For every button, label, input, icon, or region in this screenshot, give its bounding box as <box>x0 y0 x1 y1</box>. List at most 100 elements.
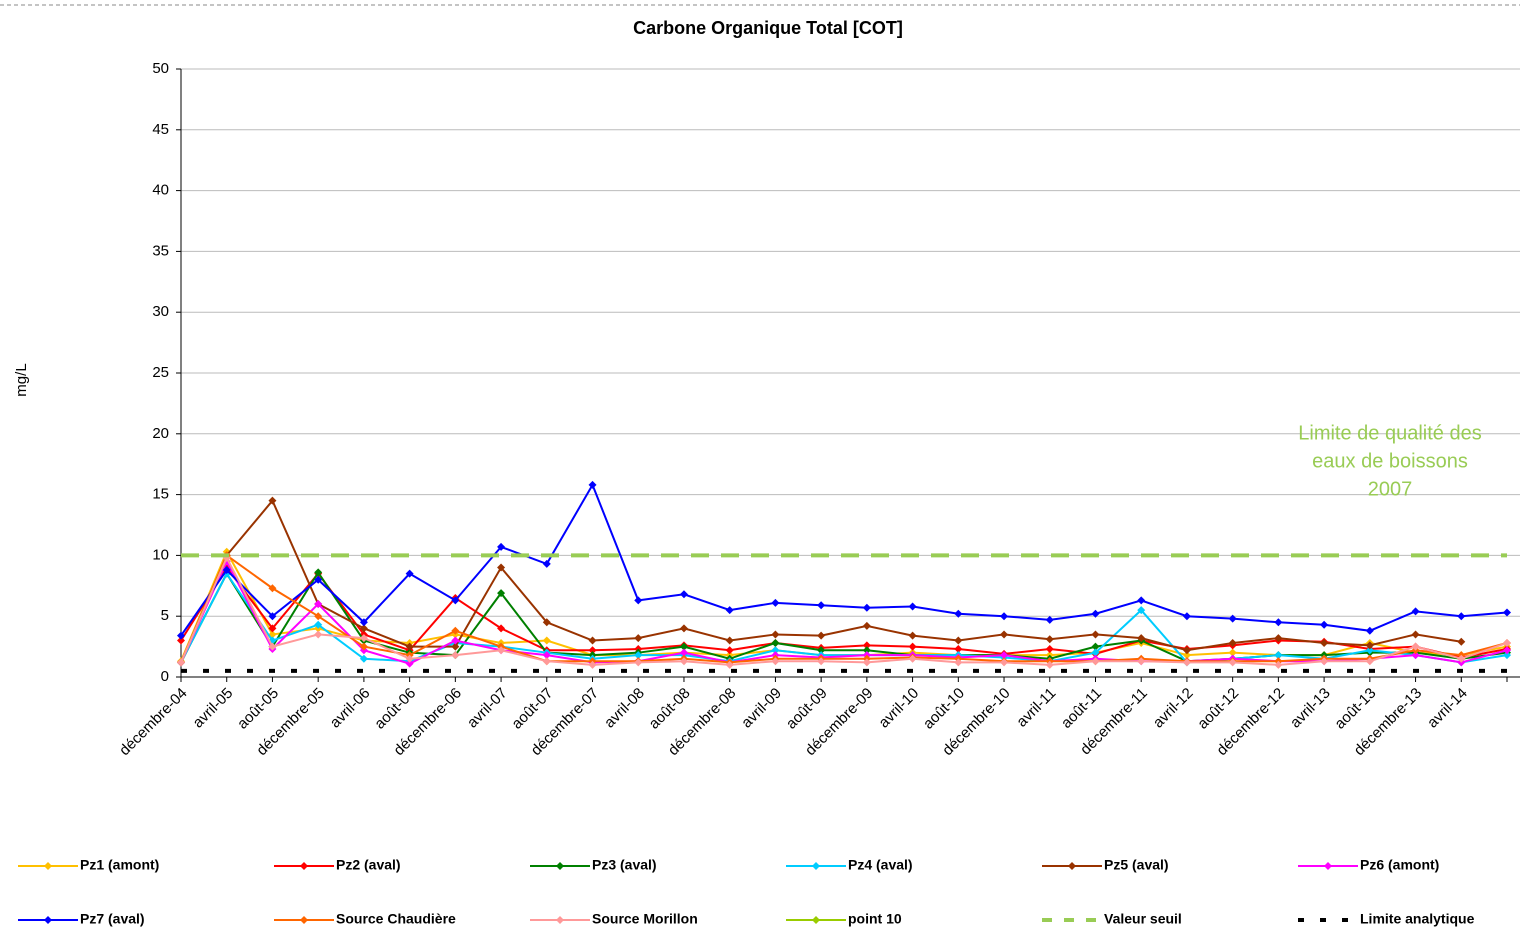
series-marker <box>451 636 460 645</box>
series-marker <box>1091 648 1100 657</box>
series-marker <box>405 654 414 663</box>
series-marker <box>1411 642 1420 651</box>
series-marker <box>725 636 734 645</box>
legend-marker <box>44 862 52 870</box>
series-marker <box>314 612 323 621</box>
chart-title: Carbone Organique Total [COT] <box>633 18 903 38</box>
series-marker <box>1365 646 1374 655</box>
x-tick-label: avril-12 <box>1150 685 1197 732</box>
series-marker <box>1320 620 1329 629</box>
y-tick-label: 20 <box>152 425 169 442</box>
series-marker <box>1045 645 1054 654</box>
x-tick-label: avril-08 <box>601 685 648 732</box>
series-marker <box>862 603 871 612</box>
series-marker <box>1457 612 1466 621</box>
series-line <box>180 555 1508 666</box>
series-marker <box>268 584 277 593</box>
series-marker <box>862 641 871 650</box>
series-marker <box>679 642 688 651</box>
series-marker <box>268 642 277 651</box>
legend-label: Pz5 (aval) <box>1104 857 1169 873</box>
series-marker <box>542 651 551 660</box>
series-marker <box>1182 658 1191 667</box>
series-marker <box>1137 596 1146 605</box>
series-marker <box>771 598 780 607</box>
series-marker <box>451 651 460 660</box>
series-marker <box>954 658 963 667</box>
series-marker <box>1411 651 1420 660</box>
series-marker <box>268 612 277 621</box>
series-marker <box>1091 642 1100 651</box>
series-marker <box>817 601 826 610</box>
series-marker <box>359 642 368 651</box>
series-marker <box>359 624 368 633</box>
series-marker <box>1365 626 1374 635</box>
series-marker <box>542 618 551 627</box>
series-marker <box>1274 618 1283 627</box>
series-marker <box>1503 638 1511 647</box>
series-marker <box>1137 606 1146 615</box>
series-marker <box>268 624 277 633</box>
y-tick-label: 50 <box>152 60 169 77</box>
series-marker <box>1045 635 1054 644</box>
x-tick-label: avril-14 <box>1424 685 1471 732</box>
series-marker <box>314 575 323 584</box>
series-marker <box>497 624 506 633</box>
y-tick-label: 30 <box>152 303 169 320</box>
series-marker <box>1228 658 1237 667</box>
series-marker <box>771 638 780 647</box>
legend-label: Pz1 (amont) <box>80 857 159 873</box>
legend-marker <box>1068 862 1076 870</box>
series-marker <box>314 600 323 609</box>
series-marker <box>908 602 917 611</box>
series-marker <box>679 657 688 666</box>
y-tick-label: 15 <box>152 486 169 503</box>
series-marker <box>679 624 688 633</box>
series-marker <box>542 657 551 666</box>
legend-label: Pz4 (aval) <box>848 857 913 873</box>
series-marker <box>1091 609 1100 618</box>
y-tick-label: 10 <box>152 546 169 563</box>
series-marker <box>1274 634 1283 643</box>
series-marker <box>1274 660 1283 669</box>
legend-marker <box>556 916 564 924</box>
series-marker <box>862 646 871 655</box>
series-marker <box>862 621 871 630</box>
series-marker <box>1503 651 1511 660</box>
series-marker <box>725 606 734 615</box>
series-marker <box>314 620 323 629</box>
legend-label: Pz3 (aval) <box>592 857 657 873</box>
series-marker <box>588 636 597 645</box>
legend-label: Valeur seuil <box>1104 911 1182 927</box>
series-marker <box>1228 648 1237 657</box>
legend-label: Pz7 (aval) <box>80 911 145 927</box>
series-marker <box>314 568 323 577</box>
series-marker <box>497 589 506 598</box>
series-marker <box>1182 651 1191 660</box>
series-line <box>180 553 1508 664</box>
series-marker <box>405 642 414 651</box>
series-marker <box>1228 614 1237 623</box>
legend-marker <box>1324 862 1332 870</box>
legend-label: Pz2 (aval) <box>336 857 401 873</box>
series-marker <box>1091 630 1100 639</box>
annotation: Limite de qualité des <box>1298 422 1481 444</box>
legend-marker <box>556 862 564 870</box>
series-marker <box>771 657 780 666</box>
series-marker <box>542 636 551 645</box>
legend-label: Limite analytique <box>1360 911 1475 927</box>
series-marker <box>817 646 826 655</box>
y-tick-label: 40 <box>152 182 169 199</box>
series-marker <box>588 646 597 655</box>
series-marker <box>177 636 185 645</box>
y-axis-label: mg/L <box>13 363 30 396</box>
series-marker <box>954 645 963 654</box>
series-marker <box>1045 660 1054 669</box>
series-marker <box>497 646 506 655</box>
series-marker <box>1182 646 1191 655</box>
series-marker <box>588 660 597 669</box>
series-marker <box>1457 637 1466 646</box>
series-marker <box>359 654 368 663</box>
series-marker <box>1182 612 1191 621</box>
series-marker <box>1000 630 1009 639</box>
